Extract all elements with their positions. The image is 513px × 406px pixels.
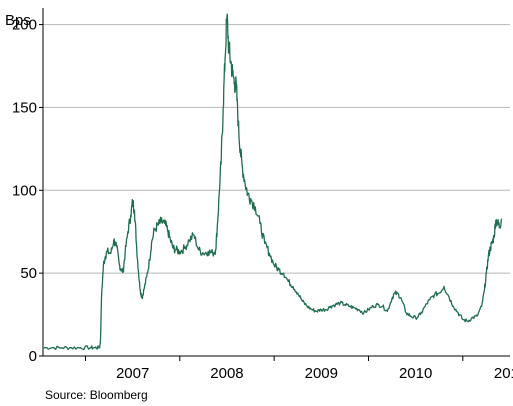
axes (39, 8, 510, 361)
y-tick-label-0: 0 (29, 348, 37, 365)
x-tick-label-2009: 2009 (305, 365, 338, 382)
x-tick-label-2007: 2007 (116, 365, 149, 382)
y-tick-label-100: 100 (12, 182, 37, 199)
x-tick-label-2011: 2011 (494, 365, 513, 382)
tick-labels: 0 50 100 150 200 2007 2008 2009 2010 2011 (12, 17, 513, 382)
x-tick-label-2010: 2010 (399, 365, 432, 382)
x-tick-label-2008: 2008 (210, 365, 243, 382)
source-note: Source: Bloomberg (45, 388, 148, 402)
series-layer (43, 13, 503, 351)
y-tick-label-200: 200 (12, 17, 37, 34)
series-line-0 (43, 13, 503, 351)
y-axis-unit-label: Bps (5, 12, 31, 29)
grid-lines (43, 24, 510, 274)
y-tick-label-50: 50 (20, 265, 37, 282)
y-tick-label-150: 150 (12, 99, 37, 116)
